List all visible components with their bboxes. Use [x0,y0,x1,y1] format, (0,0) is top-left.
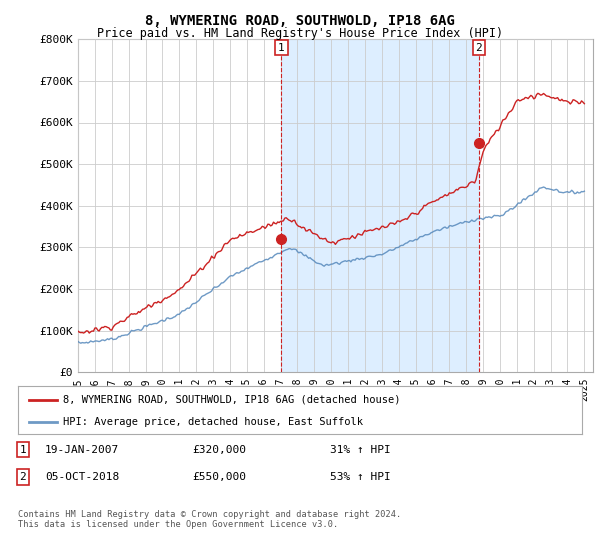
Text: 8, WYMERING ROAD, SOUTHWOLD, IP18 6AG: 8, WYMERING ROAD, SOUTHWOLD, IP18 6AG [145,14,455,28]
Text: 2: 2 [475,43,482,53]
Text: 2: 2 [19,472,26,482]
Text: £320,000: £320,000 [192,445,246,455]
Text: £550,000: £550,000 [192,472,246,482]
Text: 1: 1 [278,43,285,53]
Text: 05-OCT-2018: 05-OCT-2018 [45,472,119,482]
Text: Contains HM Land Registry data © Crown copyright and database right 2024.
This d: Contains HM Land Registry data © Crown c… [18,510,401,529]
Text: 1: 1 [19,445,26,455]
Text: HPI: Average price, detached house, East Suffolk: HPI: Average price, detached house, East… [63,417,363,427]
Bar [281,39,479,372]
Text: 31% ↑ HPI: 31% ↑ HPI [330,445,391,455]
Text: 8, WYMERING ROAD, SOUTHWOLD, IP18 6AG (detached house): 8, WYMERING ROAD, SOUTHWOLD, IP18 6AG (d… [63,395,401,405]
Text: 53% ↑ HPI: 53% ↑ HPI [330,472,391,482]
Text: Price paid vs. HM Land Registry's House Price Index (HPI): Price paid vs. HM Land Registry's House … [97,27,503,40]
Text: 19-JAN-2007: 19-JAN-2007 [45,445,119,455]
